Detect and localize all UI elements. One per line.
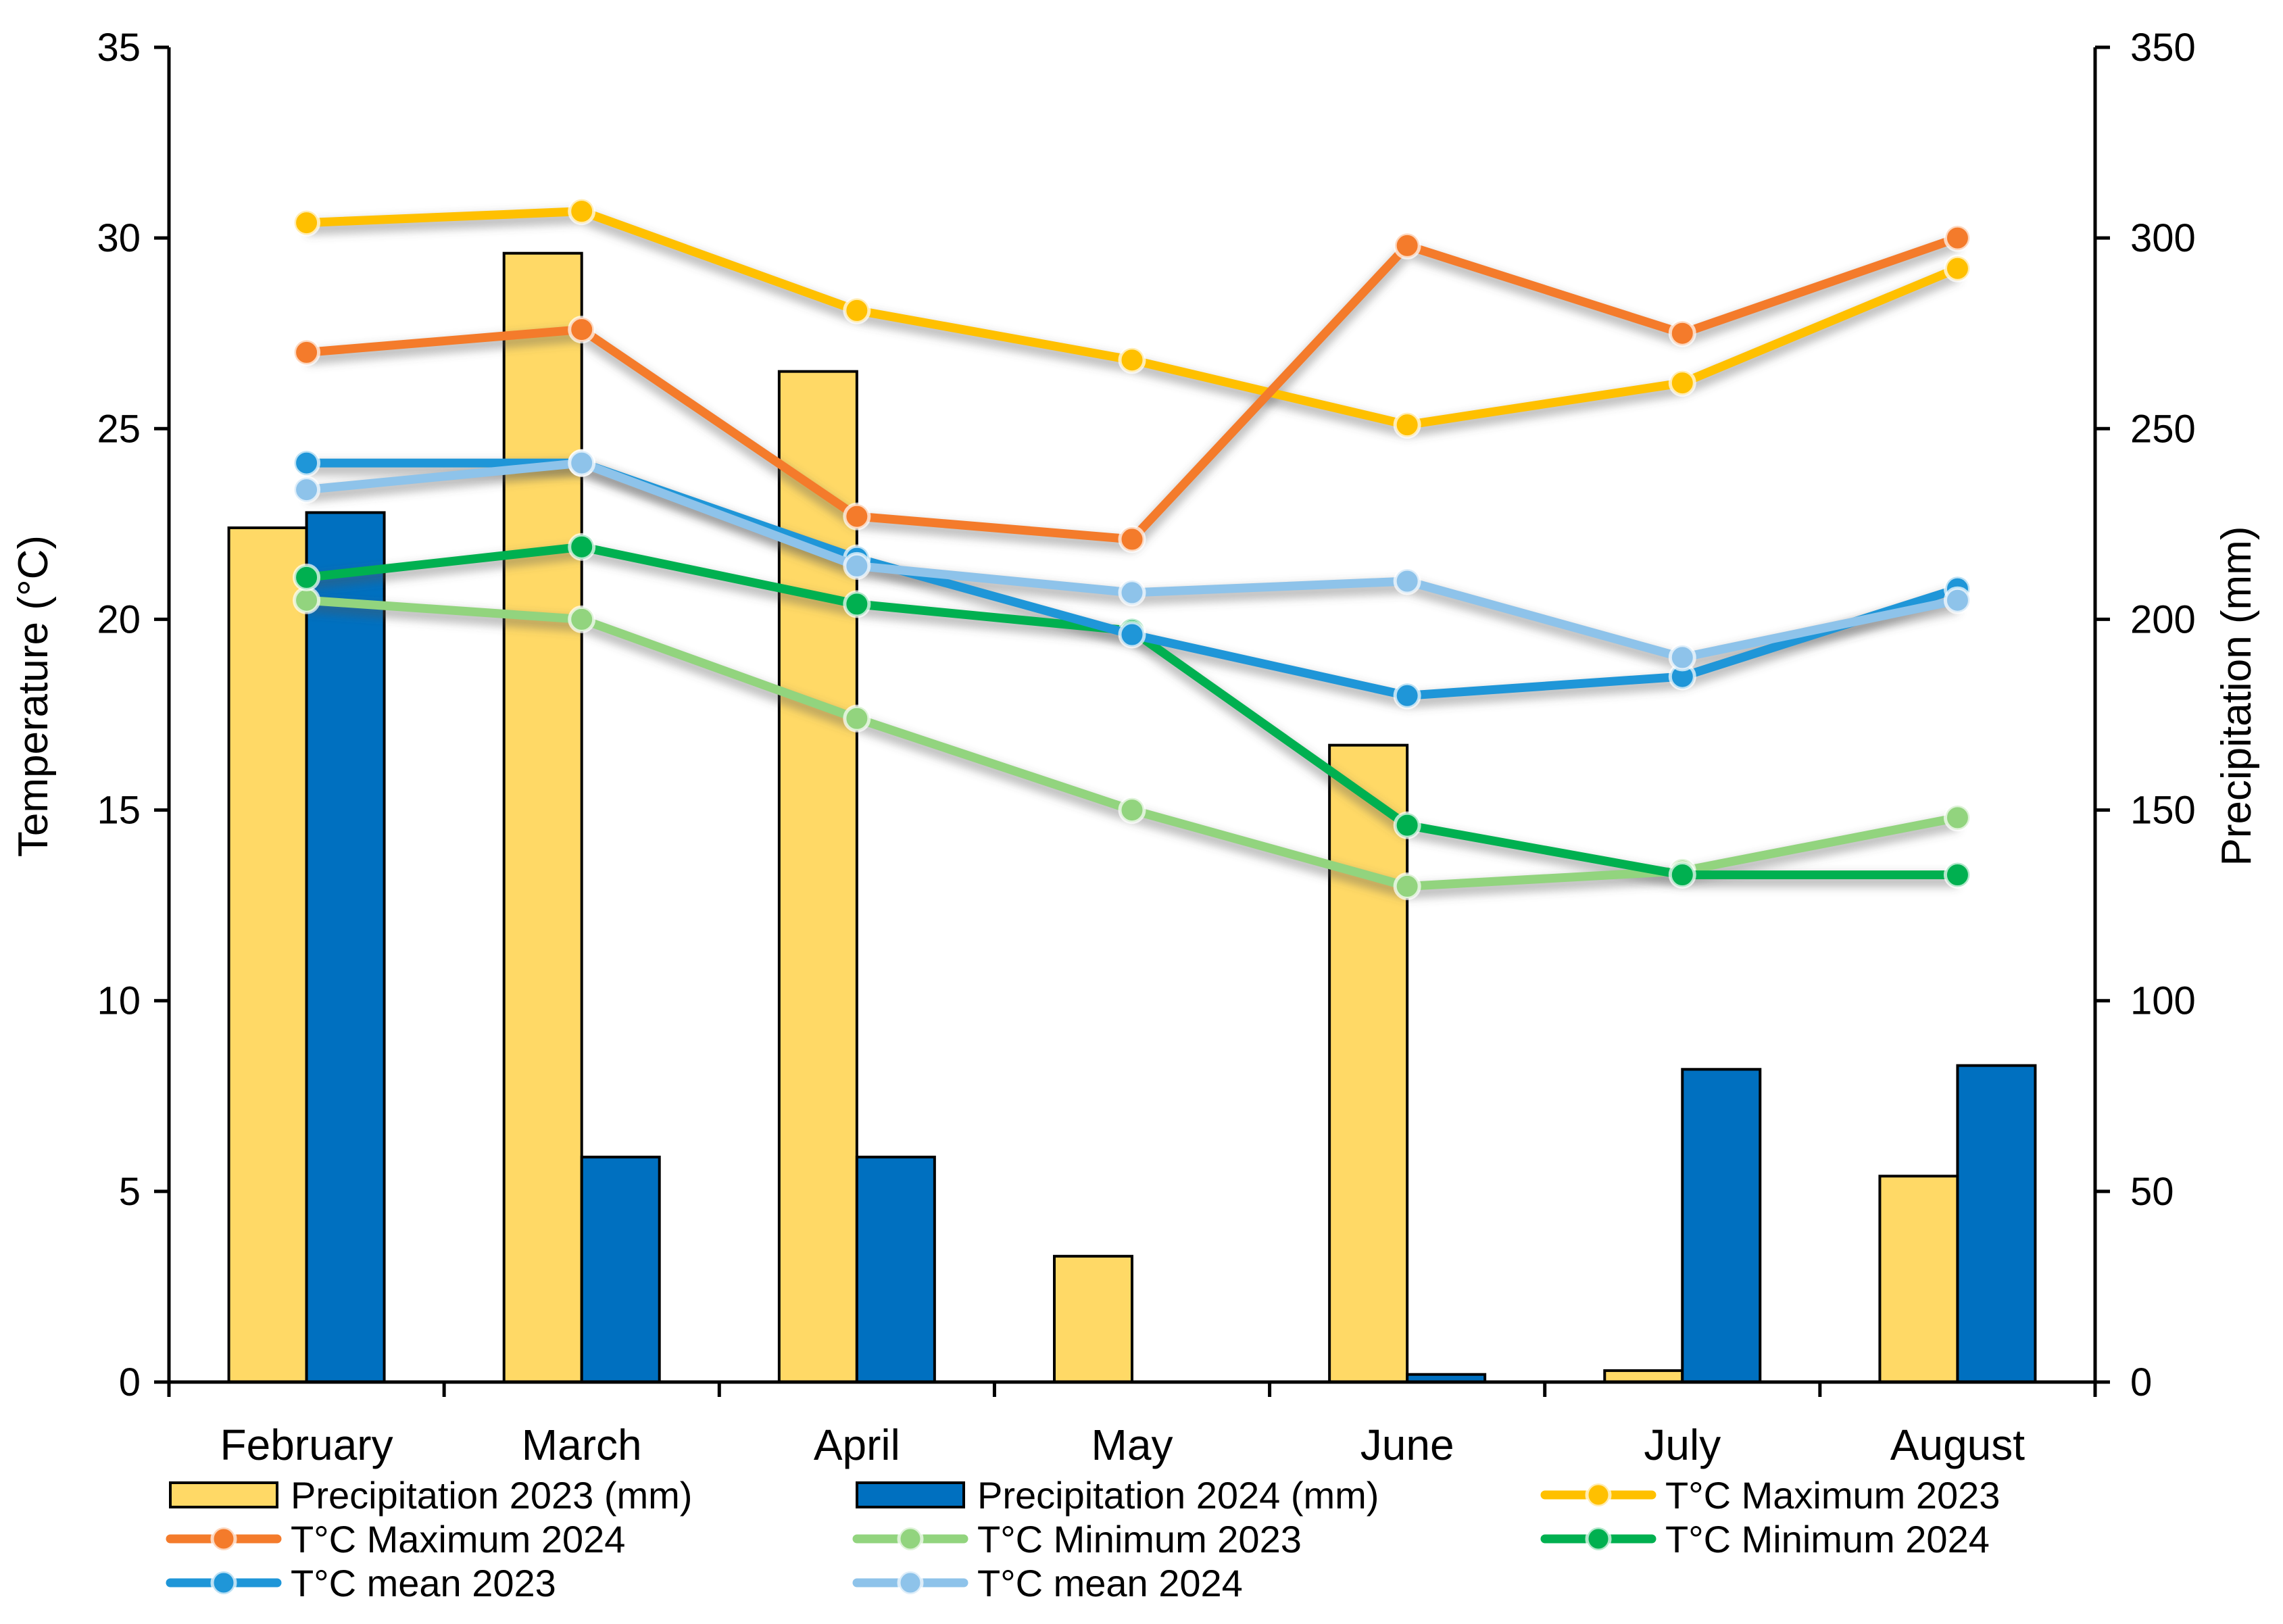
point-t-c-mean-2024-may xyxy=(1118,579,1146,607)
point-t-c-minimum-2023-august xyxy=(1943,804,1971,832)
x-label-july: July xyxy=(1644,1421,1721,1469)
legend-swatch-precipitation-2024-mm xyxy=(856,1481,965,1508)
legend-label-precipitation-2023-mm: Precipitation 2023 (mm) xyxy=(291,1474,692,1517)
y-axis-right-title: Precipitation (mm) xyxy=(2213,526,2260,866)
legend-marker-t-c-minimum-2024 xyxy=(1585,1525,1612,1552)
y-tick-label-right-300: 300 xyxy=(2130,216,2196,260)
legend-marker-t-c-mean-2024 xyxy=(897,1569,924,1596)
point-t-c-maximum-2024-april xyxy=(843,502,871,531)
point-t-c-mean-2024-april xyxy=(843,551,871,580)
y-tick-label-left-15: 15 xyxy=(97,789,141,833)
bars-layer xyxy=(227,251,2037,1384)
x-label-march: March xyxy=(522,1421,642,1469)
point-t-c-mean-2024-june xyxy=(1393,567,1421,595)
y-tick-label-right-200: 200 xyxy=(2130,597,2196,641)
point-t-c-maximum-2024-february xyxy=(293,338,321,366)
y-tick-label-right-250: 250 xyxy=(2130,407,2196,451)
point-t-c-minimum-2023-february xyxy=(293,586,321,614)
bar-precip-2023-february xyxy=(227,526,308,1383)
point-t-c-minimum-2024-february xyxy=(293,563,321,591)
bar-precip-2023-march xyxy=(502,251,583,1384)
legend-label-t-c-mean-2023: T°C mean 2023 xyxy=(291,1562,556,1604)
lines-layer xyxy=(293,197,1971,900)
bar-precip-2023-may xyxy=(1053,1254,1133,1384)
y-tick-label-right-350: 350 xyxy=(2130,26,2196,70)
point-t-c-minimum-2023-may xyxy=(1118,796,1146,825)
y-tick-label-left-35: 35 xyxy=(97,26,141,70)
legend-marker-t-c-mean-2023 xyxy=(210,1569,237,1596)
point-t-c-minimum-2023-june xyxy=(1393,872,1421,900)
point-t-c-maximum-2023-april xyxy=(843,296,871,324)
y-tick-label-left-10: 10 xyxy=(97,979,141,1023)
legend-label-t-c-maximum-2024: T°C Maximum 2024 xyxy=(291,1518,625,1560)
x-label-may: May xyxy=(1091,1421,1173,1469)
point-t-c-minimum-2023-march xyxy=(568,605,596,633)
x-label-april: April xyxy=(814,1421,900,1469)
point-t-c-mean-2024-july xyxy=(1668,643,1696,672)
legend-swatch-precipitation-2023-mm xyxy=(169,1481,278,1508)
legend-marker-t-c-maximum-2023 xyxy=(1585,1481,1612,1508)
axes-layer: 05101520253035050100150200250300350Febru… xyxy=(97,26,2195,1469)
bar-precip-2024-april xyxy=(855,1156,936,1383)
y-tick-label-left-5: 5 xyxy=(119,1170,141,1214)
bar-precip-2024-march xyxy=(580,1156,661,1383)
point-t-c-maximum-2023-march xyxy=(568,197,596,226)
point-t-c-maximum-2023-june xyxy=(1393,411,1421,439)
point-t-c-minimum-2024-june xyxy=(1393,811,1421,839)
point-t-c-minimum-2024-august xyxy=(1943,861,1971,889)
point-t-c-minimum-2024-march xyxy=(568,533,596,561)
point-t-c-mean-2023-may xyxy=(1118,620,1146,649)
bar-precip-2023-august xyxy=(1878,1175,1959,1384)
point-t-c-minimum-2024-july xyxy=(1668,861,1696,889)
point-t-c-maximum-2023-july xyxy=(1668,369,1696,397)
legend-marker-t-c-minimum-2023 xyxy=(897,1525,924,1552)
x-label-february: February xyxy=(220,1421,393,1469)
legend-marker-t-c-maximum-2024 xyxy=(210,1525,237,1552)
y-tick-label-right-50: 50 xyxy=(2130,1170,2174,1214)
y-tick-label-right-100: 100 xyxy=(2130,979,2196,1023)
point-t-c-maximum-2024-june xyxy=(1393,231,1421,260)
x-label-june: June xyxy=(1360,1421,1454,1469)
point-t-c-maximum-2023-august xyxy=(1943,254,1971,282)
bar-precip-2023-july xyxy=(1603,1369,1684,1383)
legend-label-t-c-minimum-2024: T°C Minimum 2024 xyxy=(1665,1518,1990,1560)
legend-label-precipitation-2024-mm: Precipitation 2024 (mm) xyxy=(977,1474,1379,1517)
y-tick-label-right-150: 150 xyxy=(2130,789,2196,833)
bar-precip-2023-june xyxy=(1328,743,1409,1383)
point-t-c-mean-2023-february xyxy=(293,449,321,477)
point-t-c-mean-2024-august xyxy=(1943,586,1971,614)
y-tick-label-left-0: 0 xyxy=(119,1360,141,1404)
point-t-c-mean-2024-february xyxy=(293,476,321,504)
legend-label-t-c-minimum-2023: T°C Minimum 2023 xyxy=(977,1518,1302,1560)
y-tick-label-left-25: 25 xyxy=(97,407,141,451)
legend: Precipitation 2023 (mm) Precipitation 202… xyxy=(166,1474,2000,1604)
point-t-c-mean-2024-march xyxy=(568,449,596,477)
point-t-c-mean-2023-june xyxy=(1393,681,1421,710)
y-tick-label-left-30: 30 xyxy=(97,216,141,260)
point-t-c-maximum-2024-march xyxy=(568,316,596,344)
point-t-c-maximum-2023-may xyxy=(1118,346,1146,374)
legend-label-t-c-maximum-2023: T°C Maximum 2023 xyxy=(1665,1474,2000,1517)
bar-precip-2024-august xyxy=(1956,1064,2037,1383)
point-t-c-minimum-2024-april xyxy=(843,590,871,618)
y-tick-label-left-20: 20 xyxy=(97,597,141,641)
point-t-c-maximum-2024-july xyxy=(1668,319,1696,347)
point-t-c-maximum-2024-may xyxy=(1118,525,1146,553)
x-label-august: August xyxy=(1890,1421,2025,1469)
y-tick-label-right-0: 0 xyxy=(2130,1360,2152,1404)
bar-precip-2024-july xyxy=(1681,1068,1762,1384)
legend-label-t-c-mean-2024: T°C mean 2024 xyxy=(977,1562,1243,1604)
point-t-c-maximum-2024-august xyxy=(1943,224,1971,252)
point-t-c-minimum-2023-april xyxy=(843,704,871,733)
point-t-c-maximum-2023-february xyxy=(293,209,321,237)
y-axis-left-title: Temperature (°C) xyxy=(10,535,57,857)
bar-precip-2024-february xyxy=(305,511,386,1383)
